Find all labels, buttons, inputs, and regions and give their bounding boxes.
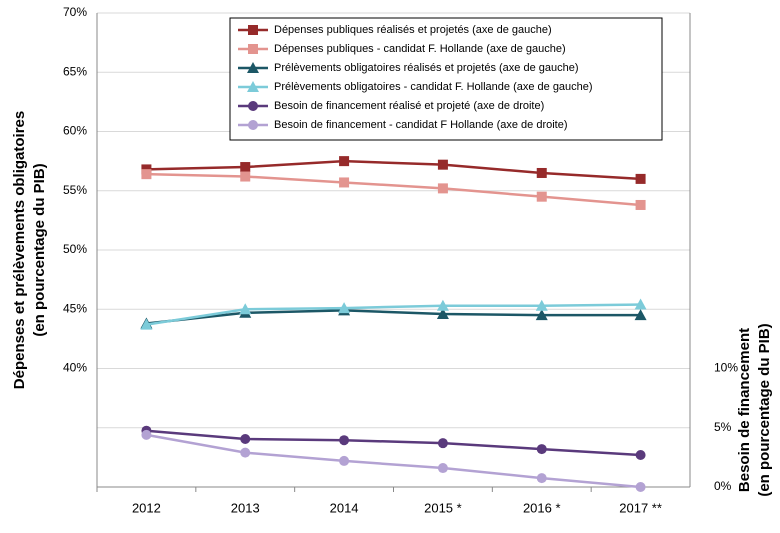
data-point — [536, 444, 547, 455]
data-point — [436, 307, 449, 319]
x-tick-label: 2015 * — [424, 500, 462, 515]
y-tick-label: 50% — [63, 242, 87, 256]
legend-label: Prélèvements obligatoires - candidat F. … — [274, 81, 593, 93]
x-tick-label: 2012 — [132, 500, 161, 515]
x-tick-label: 2013 — [231, 500, 260, 515]
data-point — [240, 434, 251, 445]
data-point — [437, 463, 448, 474]
y2-axis-title: Besoin de financement (en pourcentage du… — [736, 323, 773, 496]
data-point — [635, 482, 646, 492]
y-axis-title-line: (en pourcentage du PIB) — [31, 163, 48, 336]
legend-swatch-marker — [248, 44, 258, 54]
y-tick-label: 45% — [63, 301, 87, 315]
x-tick-label: 2014 — [330, 500, 359, 515]
y2-axis-title-line: Besoin de financement — [736, 328, 753, 492]
y2-tick-label: 0% — [714, 479, 732, 493]
y-tick-label: 40% — [63, 361, 87, 375]
y2-tick-label: 5% — [714, 420, 732, 434]
y-tick-label: 70% — [63, 5, 87, 19]
y2-axis-title-line: (en pourcentage du PIB) — [756, 323, 773, 496]
legend-label: Besoin de financement réalisé et projeté… — [274, 100, 544, 112]
data-point — [536, 473, 547, 484]
data-point — [634, 309, 647, 321]
legend-label: Dépenses publiques - candidat F. Holland… — [274, 43, 566, 55]
data-point — [437, 159, 448, 170]
y2-tick-label: 10% — [714, 361, 738, 375]
data-point — [239, 303, 252, 315]
legend-label: Prélèvements obligatoires réalisés et pr… — [274, 62, 579, 74]
data-point — [240, 171, 251, 182]
data-point — [338, 302, 351, 314]
data-point — [339, 177, 350, 188]
legend-swatch-marker — [248, 120, 258, 130]
legend-swatch-marker — [247, 81, 259, 92]
data-point — [141, 429, 152, 440]
y-tick-label: 55% — [63, 183, 87, 197]
y-tick-label: 60% — [63, 124, 87, 138]
data-point — [437, 183, 448, 194]
legend-label: Besoin de financement - candidat F Holla… — [274, 119, 568, 131]
series-line — [146, 429, 641, 457]
data-point — [240, 162, 251, 173]
data-point — [140, 318, 153, 330]
x-tick-label: 2016 * — [523, 500, 561, 515]
y-axis-title-line: Dépenses et prélèvements obligatoires — [11, 111, 28, 389]
x-tick-label: 2017 ** — [619, 500, 662, 515]
legend-box — [229, 17, 663, 141]
legend-swatch-marker — [248, 25, 258, 35]
series-line — [146, 309, 641, 325]
data-point — [535, 309, 548, 321]
y-axis-title: Dépenses et prélèvements obligatoires (e… — [11, 111, 48, 389]
data-point — [634, 298, 647, 310]
legend-swatch-marker — [248, 101, 258, 111]
data-point — [339, 435, 350, 446]
data-point — [536, 191, 547, 202]
data-point — [339, 156, 350, 167]
series-line — [146, 172, 641, 207]
data-point — [141, 169, 152, 180]
data-point — [536, 167, 547, 178]
series-line — [146, 303, 641, 326]
data-point — [339, 455, 350, 466]
data-point — [240, 447, 251, 458]
series-line — [146, 159, 641, 181]
data-point — [436, 299, 449, 311]
legend-label: Dépenses publiques réalisés et projetés … — [274, 24, 552, 36]
data-point — [635, 199, 646, 210]
data-point — [437, 438, 448, 449]
data-point — [635, 450, 646, 461]
data-point — [635, 173, 646, 184]
legend-swatch-marker — [247, 62, 259, 73]
data-point — [535, 299, 548, 311]
series-line — [146, 433, 641, 489]
y-tick-label: 65% — [63, 64, 87, 78]
